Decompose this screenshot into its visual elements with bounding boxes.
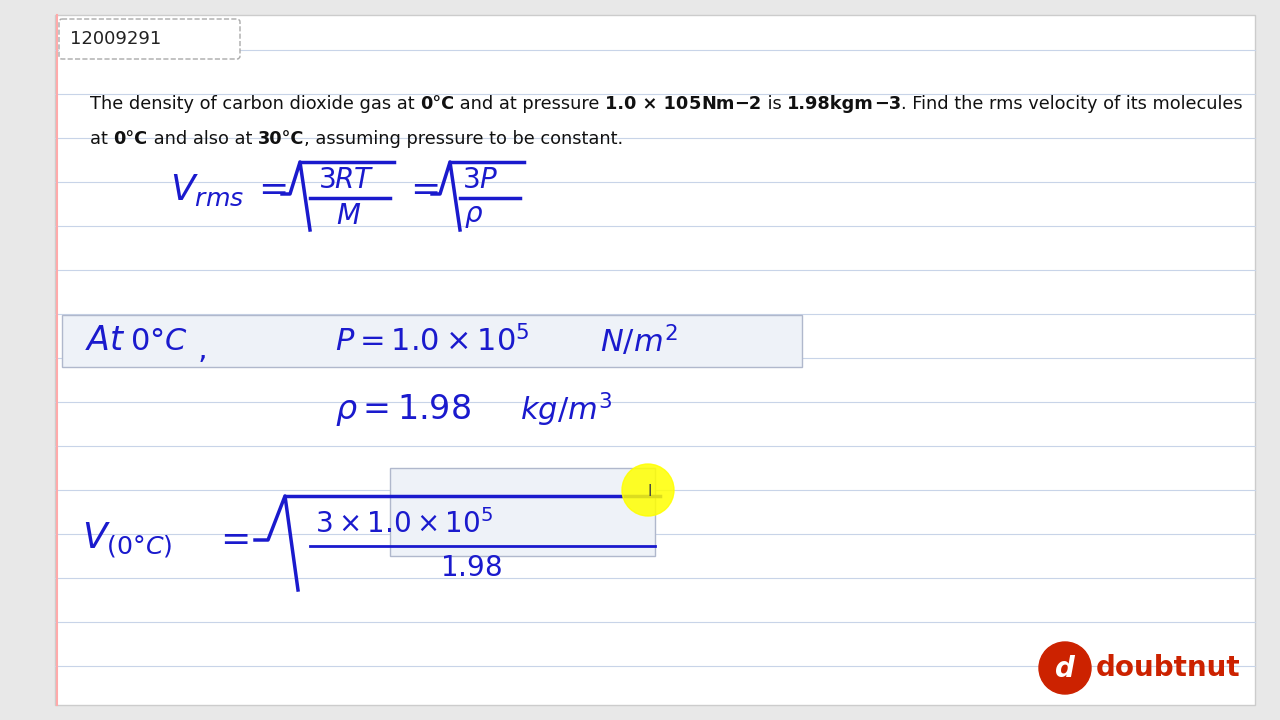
Text: , assuming pressure to be constant.: , assuming pressure to be constant. (305, 130, 623, 148)
Text: and at pressure: and at pressure (454, 95, 605, 113)
Text: $0°C$: $0°C$ (131, 326, 188, 356)
Text: $3P$: $3P$ (462, 166, 498, 194)
Text: 30°C: 30°C (257, 130, 305, 148)
Bar (390, 468, 655, 556)
Text: doubtnut: doubtnut (1096, 654, 1240, 682)
Text: . Find the rms velocity of its molecules: . Find the rms velocity of its molecules (901, 95, 1243, 113)
Text: $3RT$: $3RT$ (317, 166, 375, 194)
Text: The density of carbon dioxide gas at: The density of carbon dioxide gas at (90, 95, 420, 113)
Text: $\rho$: $\rho$ (465, 202, 484, 230)
Text: 0°C: 0°C (420, 95, 454, 113)
Text: 0°C: 0°C (114, 130, 147, 148)
Text: $kg/m^3$: $kg/m^3$ (520, 391, 612, 429)
Text: =: = (220, 523, 251, 557)
Bar (61, 315, 803, 367)
Text: $\rho = 1.98$: $\rho = 1.98$ (335, 392, 471, 428)
Text: −3: −3 (874, 95, 901, 113)
Text: $P = 1.0 \times 10^5$: $P = 1.0 \times 10^5$ (335, 325, 530, 357)
Text: $1.98$: $1.98$ (440, 554, 502, 582)
Text: 1.0 × 10: 1.0 × 10 (605, 95, 689, 113)
Text: Nm: Nm (701, 95, 735, 113)
Text: d: d (1055, 655, 1075, 683)
Circle shape (622, 464, 675, 516)
Text: $M$: $M$ (335, 202, 361, 230)
Text: =: = (410, 173, 440, 207)
Text: $3 \times 1.0 \times 10^5$: $3 \times 1.0 \times 10^5$ (315, 509, 493, 539)
Text: $At$: $At$ (84, 325, 125, 358)
Text: =: = (259, 173, 288, 207)
Circle shape (1039, 642, 1091, 694)
Text: I: I (648, 485, 653, 500)
Text: 12009291: 12009291 (70, 30, 161, 48)
FancyBboxPatch shape (59, 19, 241, 59)
Text: 1.98kgm: 1.98kgm (787, 95, 874, 113)
Text: at: at (90, 130, 114, 148)
Text: $V_{(0°C)}$: $V_{(0°C)}$ (82, 521, 173, 559)
Text: $\mathit{V}_{rms}$: $\mathit{V}_{rms}$ (170, 172, 244, 207)
Text: ,: , (198, 335, 207, 364)
Text: −2: −2 (735, 95, 762, 113)
Text: is: is (762, 95, 787, 113)
Text: and also at: and also at (147, 130, 257, 148)
Text: 5: 5 (689, 95, 701, 113)
Text: $N/m^2$: $N/m^2$ (600, 323, 677, 359)
